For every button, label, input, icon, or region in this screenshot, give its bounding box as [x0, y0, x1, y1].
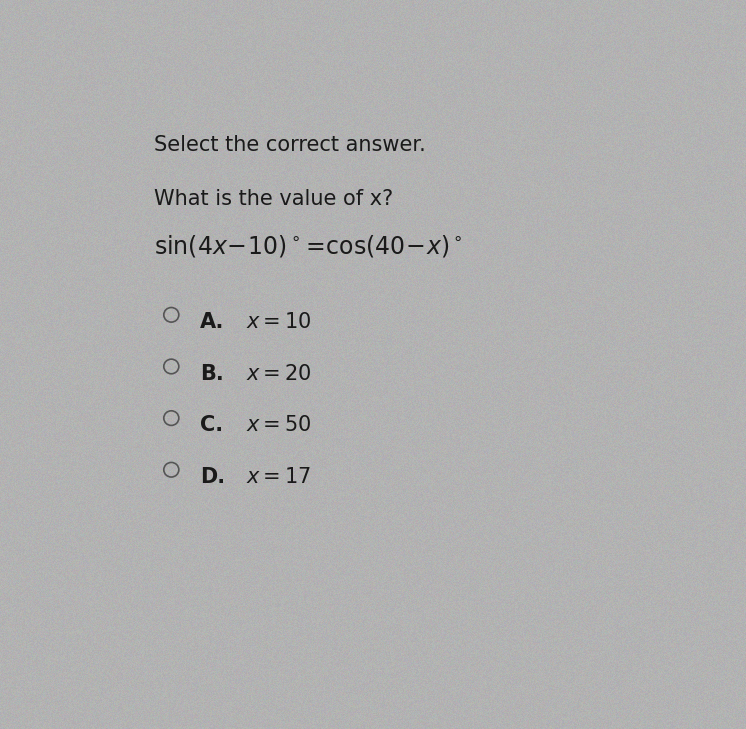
Text: $x = 50$: $x = 50$ — [246, 416, 312, 435]
Text: $x = 17$: $x = 17$ — [246, 467, 312, 487]
Text: C.: C. — [200, 416, 223, 435]
Text: $\mathrm{sin}(4x\!-\!10)^\circ\!=\!\mathrm{cos}(40\!-\!x)^\circ$: $\mathrm{sin}(4x\!-\!10)^\circ\!=\!\math… — [154, 233, 463, 260]
Text: $x = 10$: $x = 10$ — [246, 312, 312, 332]
Text: Select the correct answer.: Select the correct answer. — [154, 135, 426, 155]
Text: B.: B. — [200, 364, 224, 383]
Text: A.: A. — [200, 312, 225, 332]
Text: What is the value of x?: What is the value of x? — [154, 189, 393, 208]
Text: $x = 20$: $x = 20$ — [246, 364, 312, 383]
Text: D.: D. — [200, 467, 225, 487]
